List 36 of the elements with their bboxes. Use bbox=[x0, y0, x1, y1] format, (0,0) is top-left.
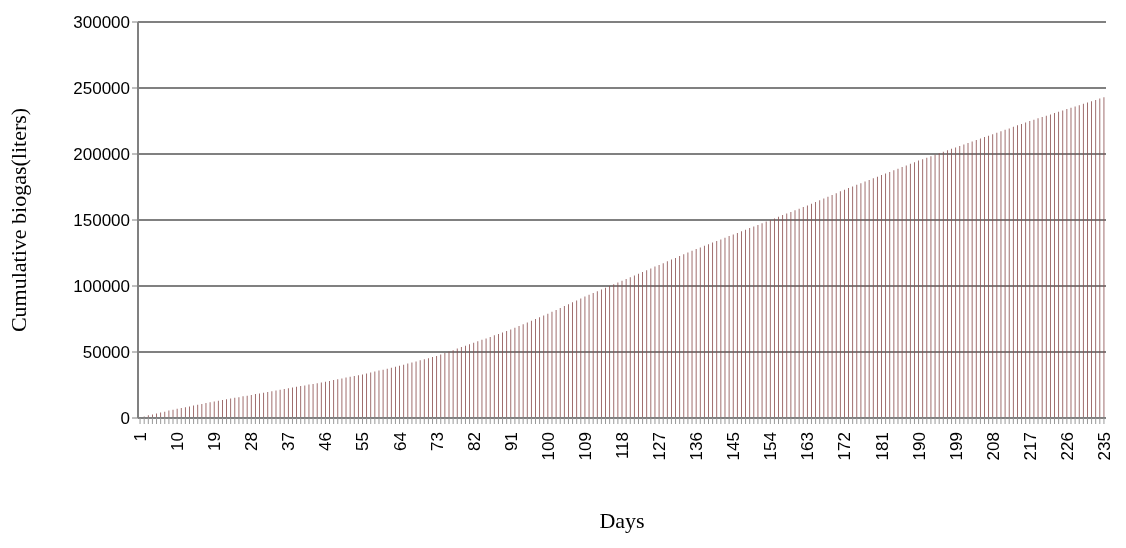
x-axis-title: Days bbox=[599, 508, 645, 533]
x-tick-label: 10 bbox=[168, 432, 188, 451]
y-tick-label: 0 bbox=[120, 409, 130, 429]
x-tick-label: 64 bbox=[390, 432, 410, 451]
x-tick-label: 136 bbox=[687, 432, 707, 461]
y-tick-label: 100000 bbox=[73, 277, 130, 297]
x-tick-label: 37 bbox=[279, 432, 299, 451]
x-tick-label: 28 bbox=[242, 432, 262, 451]
x-tick-label: 145 bbox=[724, 432, 744, 461]
x-tick-label: 91 bbox=[501, 432, 521, 451]
x-tick-label: 109 bbox=[575, 432, 595, 461]
x-tick-label: 1 bbox=[131, 432, 151, 442]
x-tick-label: 172 bbox=[835, 432, 855, 461]
y-tick-label: 50000 bbox=[82, 343, 130, 363]
x-tick-label: 19 bbox=[205, 432, 225, 451]
x-tick-label: 181 bbox=[872, 432, 892, 461]
x-tick-label: 163 bbox=[798, 432, 818, 461]
x-tick-label: 118 bbox=[613, 432, 632, 460]
x-tick-label: 226 bbox=[1057, 432, 1077, 461]
x-tick-label: 55 bbox=[353, 432, 373, 451]
y-tick-label: 200000 bbox=[73, 145, 130, 165]
x-tick-label: 73 bbox=[427, 432, 447, 451]
x-tick-label: 208 bbox=[983, 432, 1003, 461]
x-tick-label: 82 bbox=[464, 432, 484, 451]
y-tick-label: 150000 bbox=[73, 211, 130, 231]
x-tick-label: 199 bbox=[946, 432, 966, 461]
x-tick-label: 190 bbox=[909, 432, 929, 461]
y-axis-title: Cumulative biogas(liters) bbox=[5, 107, 31, 333]
x-tick-label: 235 bbox=[1094, 432, 1114, 461]
x-tick-label: 100 bbox=[538, 432, 558, 461]
x-tick-label: 46 bbox=[316, 432, 336, 451]
x-tick-label: 217 bbox=[1020, 432, 1040, 461]
y-tick-label: 250000 bbox=[73, 79, 130, 99]
x-tick-label: 127 bbox=[650, 432, 670, 461]
y-tick-label: 300000 bbox=[73, 13, 130, 33]
x-tick-label: 154 bbox=[761, 432, 781, 461]
